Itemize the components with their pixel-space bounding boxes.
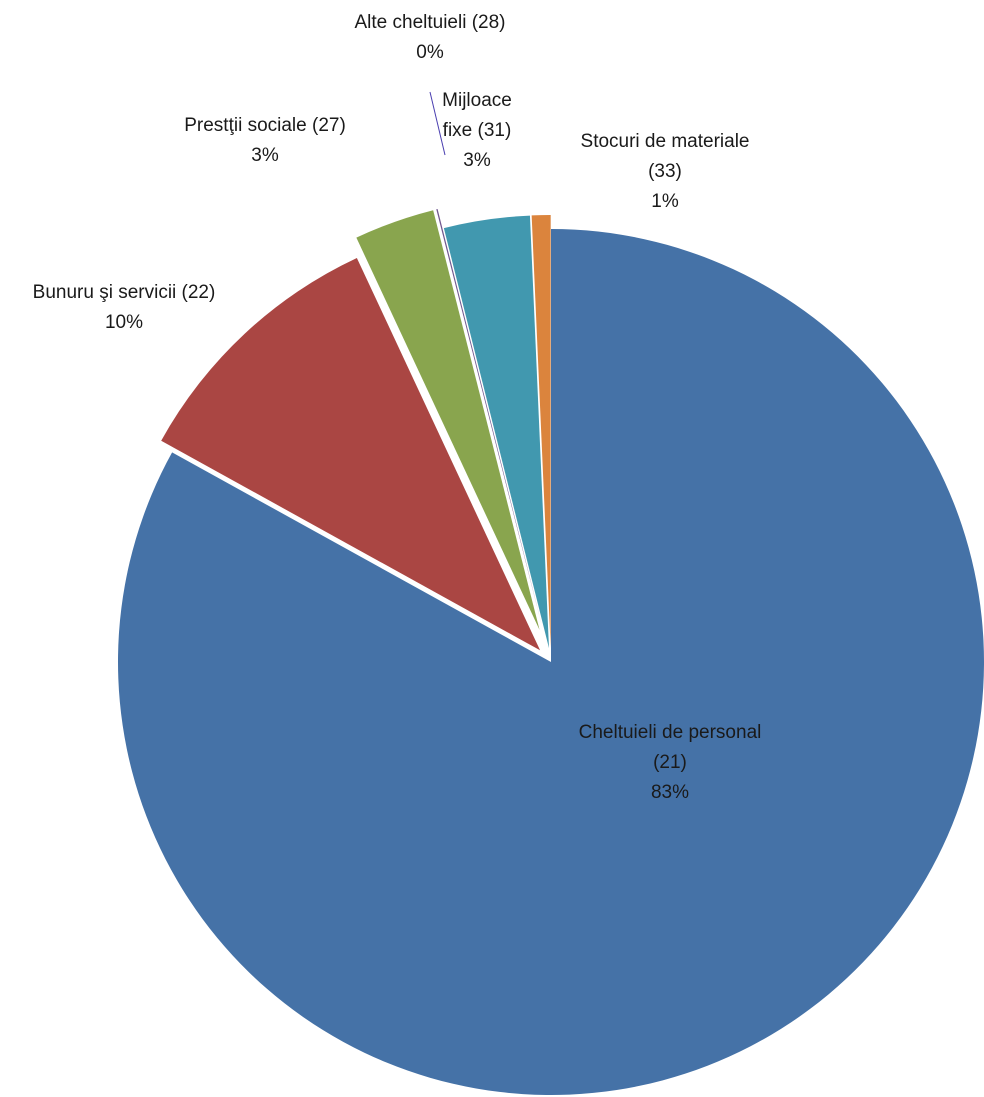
slice-data-label: Alte cheltuieli (28) 0% bbox=[354, 12, 505, 63]
slice-data-label: Stocuri de materiale (33) 1% bbox=[581, 131, 750, 212]
pie-slice bbox=[356, 210, 540, 630]
label-leader-line bbox=[429, 91, 446, 156]
pie-slice bbox=[443, 215, 549, 649]
slice-data-label: Prestţii sociale (27) 3% bbox=[184, 115, 346, 166]
slice-data-label: Mijloace fixe (31) 3% bbox=[442, 90, 512, 171]
pie-slices bbox=[117, 208, 984, 1096]
pie-slice bbox=[161, 257, 541, 651]
pie-slice bbox=[436, 208, 543, 630]
slice-data-label: Cheltuieli de personal (21) 83% bbox=[579, 722, 762, 803]
pie-slice bbox=[531, 215, 551, 649]
slice-data-label: Bunuru şi servicii (22) 10% bbox=[33, 282, 216, 333]
pie-data-labels: Cheltuieli de personal (21) 83% Bunuru şi s… bbox=[33, 12, 762, 803]
pie-slice bbox=[117, 229, 984, 1096]
